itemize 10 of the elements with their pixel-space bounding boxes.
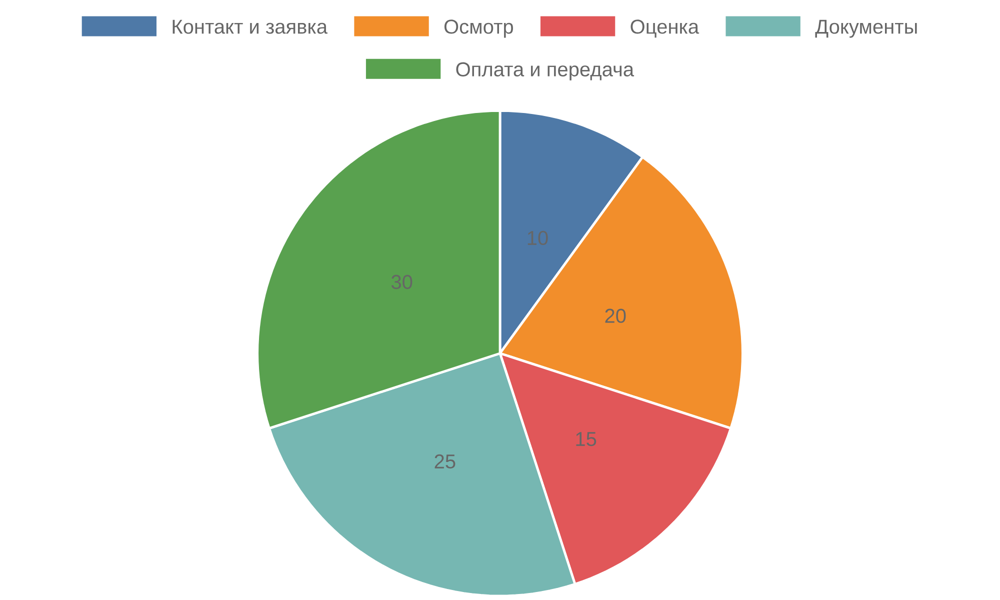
- data-label: 20: [605, 308, 626, 323]
- legend-label: Документы: [815, 20, 917, 38]
- data-label: 30: [391, 274, 412, 290]
- legend-label: Осмотр: [444, 20, 513, 38]
- data-label: 10: [528, 230, 548, 246]
- data-label: 15: [576, 432, 596, 446]
- data-label: 25: [434, 454, 456, 469]
- legend-label: Оценка: [630, 20, 700, 38]
- legend-label: Оплата и передача: [456, 62, 634, 80]
- legend-label: Контакт и заявка: [172, 20, 328, 34]
